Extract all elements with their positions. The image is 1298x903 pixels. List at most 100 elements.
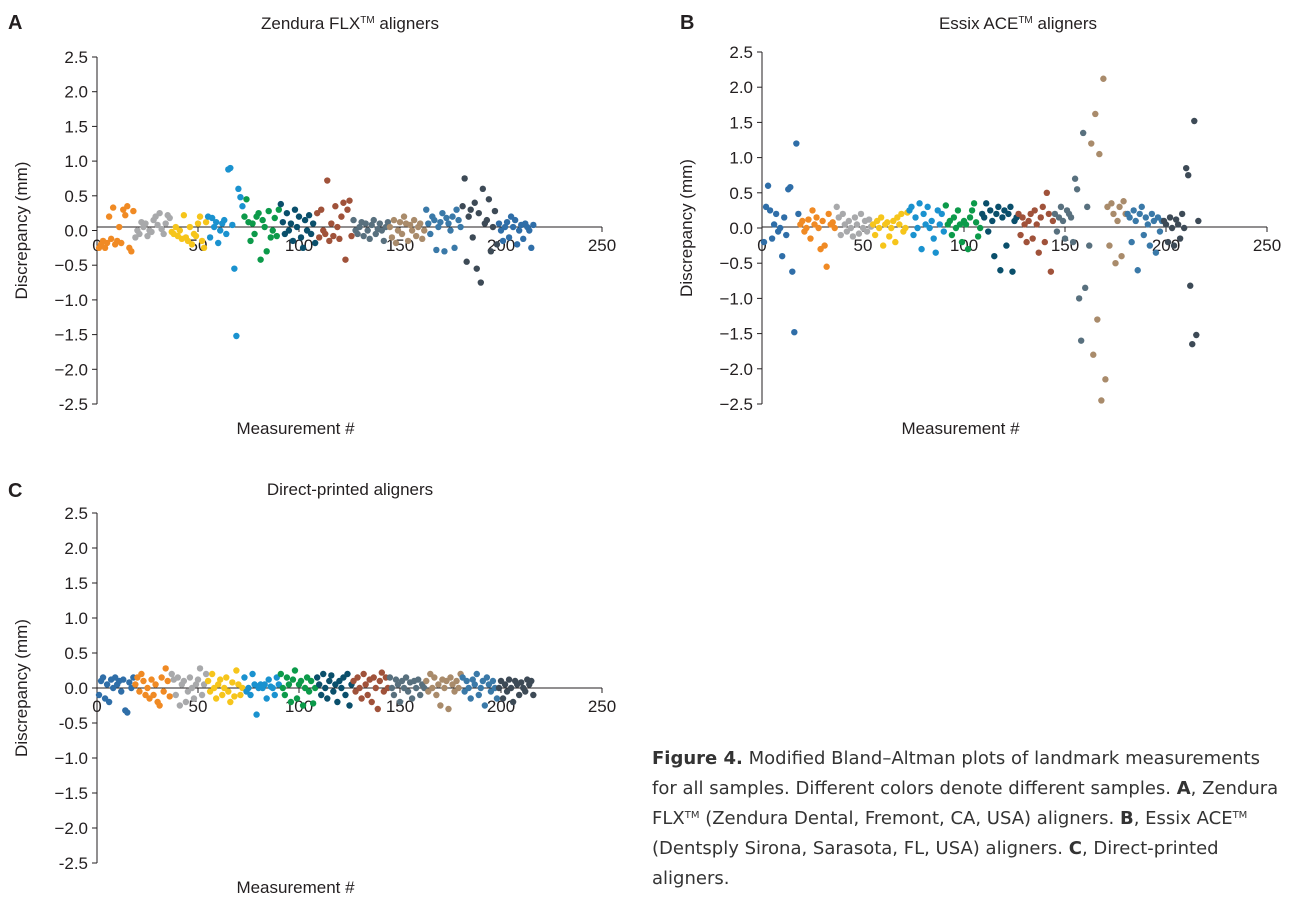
data-point xyxy=(1193,331,1200,339)
caption-a-tm: TM xyxy=(684,810,700,821)
data-point xyxy=(384,218,392,226)
y-axis-label: Discrepancy (mm) xyxy=(12,619,31,757)
data-point xyxy=(344,206,351,213)
data-point xyxy=(380,237,388,245)
data-point xyxy=(493,241,501,248)
caption-letter-b: B xyxy=(1119,808,1134,829)
data-point xyxy=(160,688,167,695)
data-point xyxy=(1073,186,1081,193)
data-point xyxy=(764,182,772,189)
data-point xyxy=(279,218,287,226)
data-point xyxy=(217,676,224,683)
data-point xyxy=(202,218,210,226)
data-point xyxy=(930,235,937,242)
data-point xyxy=(1112,260,1119,267)
data-point xyxy=(985,228,992,235)
data-point xyxy=(346,702,353,709)
data-point xyxy=(198,237,206,245)
data-point xyxy=(116,223,123,231)
data-point xyxy=(124,709,131,716)
data-point xyxy=(469,676,476,683)
data-point xyxy=(1088,140,1095,147)
data-point xyxy=(435,223,442,231)
y-tick-label: 1.5 xyxy=(729,113,753,132)
data-point xyxy=(215,239,222,247)
y-tick-label: 0.5 xyxy=(64,187,88,206)
data-point xyxy=(105,213,113,220)
data-point xyxy=(324,177,331,184)
data-point xyxy=(390,216,398,224)
chart-title: Zendura FLXTM aligners xyxy=(261,14,439,33)
data-point xyxy=(491,207,499,215)
data-point xyxy=(99,674,107,681)
data-point xyxy=(1120,198,1127,205)
data-point xyxy=(1166,214,1174,221)
data-point xyxy=(231,265,238,272)
x-tick-label: 250 xyxy=(588,236,616,255)
data-point xyxy=(180,212,188,219)
data-point xyxy=(269,227,276,234)
data-point xyxy=(421,227,428,234)
data-point xyxy=(857,210,865,218)
data-point xyxy=(208,670,216,678)
data-point xyxy=(194,220,202,227)
y-tick-label: 2.5 xyxy=(64,48,88,67)
data-point xyxy=(425,220,432,227)
data-point xyxy=(515,691,523,699)
x-tick-label: 200 xyxy=(487,697,515,716)
data-point xyxy=(1071,175,1079,182)
data-point xyxy=(326,677,333,685)
data-point xyxy=(404,688,412,695)
data-point xyxy=(445,220,452,227)
data-point xyxy=(928,217,935,225)
data-point xyxy=(140,677,147,685)
data-point xyxy=(160,230,167,238)
data-point xyxy=(1009,268,1016,275)
y-tick-label: 2.0 xyxy=(64,539,88,558)
data-point xyxy=(103,681,111,688)
data-point xyxy=(453,206,460,213)
data-point xyxy=(461,175,468,182)
data-point xyxy=(1162,221,1170,228)
data-point xyxy=(970,200,978,207)
data-point xyxy=(851,214,859,221)
data-point xyxy=(221,216,228,224)
data-point xyxy=(1176,235,1184,242)
data-point xyxy=(884,219,891,226)
caption-text: Modified Bland–Altman plots of landmark … xyxy=(652,748,1261,799)
data-point xyxy=(1025,217,1032,225)
data-point xyxy=(364,227,371,234)
data-point xyxy=(1126,214,1133,221)
data-point xyxy=(374,705,381,713)
data-point xyxy=(463,258,470,265)
data-point xyxy=(908,203,915,211)
data-point xyxy=(528,244,535,252)
data-point xyxy=(865,216,873,223)
data-point xyxy=(338,213,345,220)
data-point xyxy=(271,691,278,699)
y-tick-label: -2.5 xyxy=(59,854,88,873)
data-point xyxy=(229,221,236,229)
data-point xyxy=(501,223,509,231)
data-point xyxy=(313,674,321,681)
data-point xyxy=(809,207,816,214)
data-point xyxy=(354,674,361,681)
data-point xyxy=(772,210,780,218)
data-point xyxy=(316,681,323,688)
data-point xyxy=(898,210,905,218)
data-point xyxy=(309,700,317,707)
chart-panel-c: C Direct-printed aligners 2.5 2.0 1.5 1.0 0.… xyxy=(0,460,640,900)
data-point xyxy=(505,234,513,241)
y-tick-label: 2.5 xyxy=(729,43,753,62)
data-point xyxy=(350,216,357,224)
data-point xyxy=(779,252,786,260)
data-point xyxy=(791,328,798,336)
data-point xyxy=(162,665,169,672)
data-point xyxy=(247,237,254,245)
caption-label: Figure 4. xyxy=(652,748,743,769)
data-point xyxy=(503,218,511,226)
data-point xyxy=(938,210,945,218)
data-point xyxy=(392,239,400,247)
data-point xyxy=(954,207,962,214)
data-point xyxy=(237,193,244,201)
